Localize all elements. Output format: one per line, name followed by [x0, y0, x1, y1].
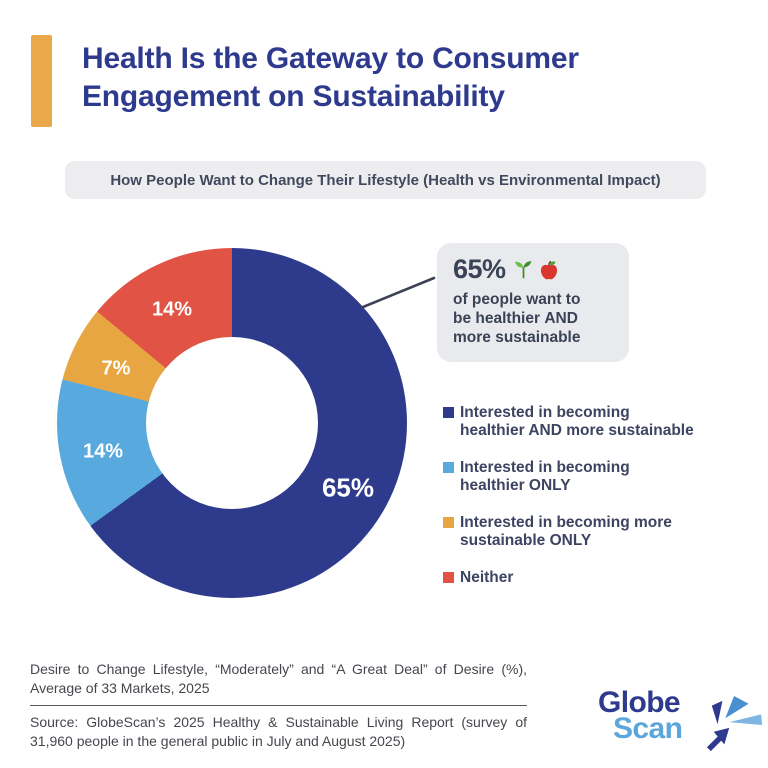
legend-swatch-navy [443, 407, 454, 418]
seedling-icon [514, 261, 531, 279]
legend-item-neither: Neither [443, 569, 753, 587]
title-line-2: Engagement on Sustainability [82, 80, 505, 113]
subtitle-text: How People Want to Change Their Lifestyl… [110, 171, 661, 189]
subtitle-pill: How People Want to Change Their Lifestyl… [65, 161, 706, 199]
callout-icon-group [513, 259, 560, 281]
legend-label: Neither [460, 569, 514, 586]
legend-label: Interested in becoming healthier ONLY [460, 459, 630, 494]
callout-text: of people want to be healthier AND more … [453, 290, 613, 347]
title-line-1: Health Is the Gateway to Consumer [82, 42, 579, 75]
callout-text-line-2: be healthier AND [453, 310, 578, 327]
legend-label: Interested in becoming more sustainable … [460, 514, 672, 549]
callout-headline-row: 65% [453, 254, 613, 285]
slice-label-sustainable-only: 7% [101, 357, 131, 380]
page-title: Health Is the Gateway to Consumer Engage… [82, 40, 742, 116]
legend-swatch-lightblue [443, 462, 454, 473]
legend-swatch-red [443, 572, 454, 583]
logo-word-scan: Scan [613, 712, 683, 745]
footnote-divider [30, 705, 527, 706]
apple-icon [540, 260, 557, 279]
legend-item-sustainable-only: Interested in becoming more sustainable … [443, 514, 753, 550]
legend-label: Interested in becoming healthier AND mor… [460, 404, 694, 439]
globescan-logo: Globe Scan [598, 686, 766, 760]
slice-label-healthier-and-sustainable: 65% [321, 472, 375, 503]
source-note: Source: GlobeScan’s 2025 Healthy & Susta… [30, 714, 527, 749]
legend-item-healthier-only: Interested in becoming healthier ONLY [443, 459, 753, 495]
slice-label-healthier-only: 14% [82, 440, 124, 463]
chart-note: Desire to Change Lifestyle, “Moderately”… [30, 661, 527, 696]
title-accent-bar [31, 35, 52, 127]
logo-word-globe: Globe [598, 686, 681, 719]
callout-percentage: 65% [453, 254, 506, 284]
donut-hole [146, 337, 318, 509]
footnote-block: Desire to Change Lifestyle, “Moderately”… [30, 660, 527, 751]
callout-box: 65% of people want to be healthier AND m… [437, 243, 629, 362]
legend-swatch-orange [443, 517, 454, 528]
callout-text-line-3: more sustainable [453, 329, 581, 346]
chart-legend: Interested in becoming healthier AND mor… [443, 404, 753, 587]
callout-text-line-1: of people want to [453, 291, 581, 308]
slice-label-neither: 14% [151, 298, 193, 321]
globescan-starburst-icon [706, 696, 763, 752]
legend-item-healthier-and-sustainable: Interested in becoming healthier AND mor… [443, 404, 753, 440]
donut-chart: 65% 14% 7% 14% [57, 248, 407, 598]
